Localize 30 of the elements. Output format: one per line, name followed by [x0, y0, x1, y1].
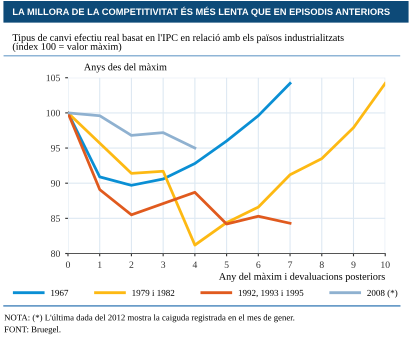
text: FONT: Bruegel. [4, 326, 60, 334]
legend-label: 1979 i 1982 [132, 290, 174, 296]
y-tick-label: 80 [50, 250, 60, 257]
y-tick-label: 100 [46, 110, 60, 116]
y-tick-label: 90 [50, 180, 60, 187]
x-tick-label: 8 [320, 261, 324, 268]
x-tick-label: 0 [66, 261, 70, 268]
x-tick-label: 4 [192, 261, 198, 268]
chart-subtitle: Tipus de canvi efectiu real basat en l'IPC en relació amb els països industrialitzats (índex 100 = valor màxim) [12, 34, 344, 52]
x-axis-title: Any del màxim i devaluacions posteriors [218, 272, 385, 282]
x-tick-label: 9 [351, 261, 356, 268]
x-tick-label: 2 [129, 261, 134, 268]
x-tick-label: 3 [161, 261, 166, 268]
x-tick-label: 10 [381, 261, 390, 268]
legend-label: 1967 [51, 290, 68, 296]
chart-title: LA MILLORA DE LA COMPETITIVITAT ÉS MÉS LENTA QUE EN EPISODIS ANTERIORS [12, 6, 390, 17]
x-tick-label: 1 [98, 261, 102, 268]
x-tick-label: 7 [288, 262, 292, 268]
y-tick-label: 105 [46, 74, 60, 82]
legend-label: 1992, 1993 i 1995 [238, 290, 304, 298]
y-tick-label: 95 [50, 144, 60, 152]
y-axis-title: Anys des del màxim [84, 63, 167, 72]
legend-label: 2008 (*) [367, 290, 398, 298]
line-series [68, 112, 196, 150]
text: NOTA: (*) L'última dada del 2012 mostra la caiguda registrada en el mes de gener. [4, 314, 294, 322]
y-tick-label: 85 [50, 215, 60, 222]
line-series [68, 112, 292, 226]
x-tick-label: 5 [224, 262, 229, 268]
x-tick-label: 6 [256, 261, 260, 268]
line-series [68, 82, 386, 246]
